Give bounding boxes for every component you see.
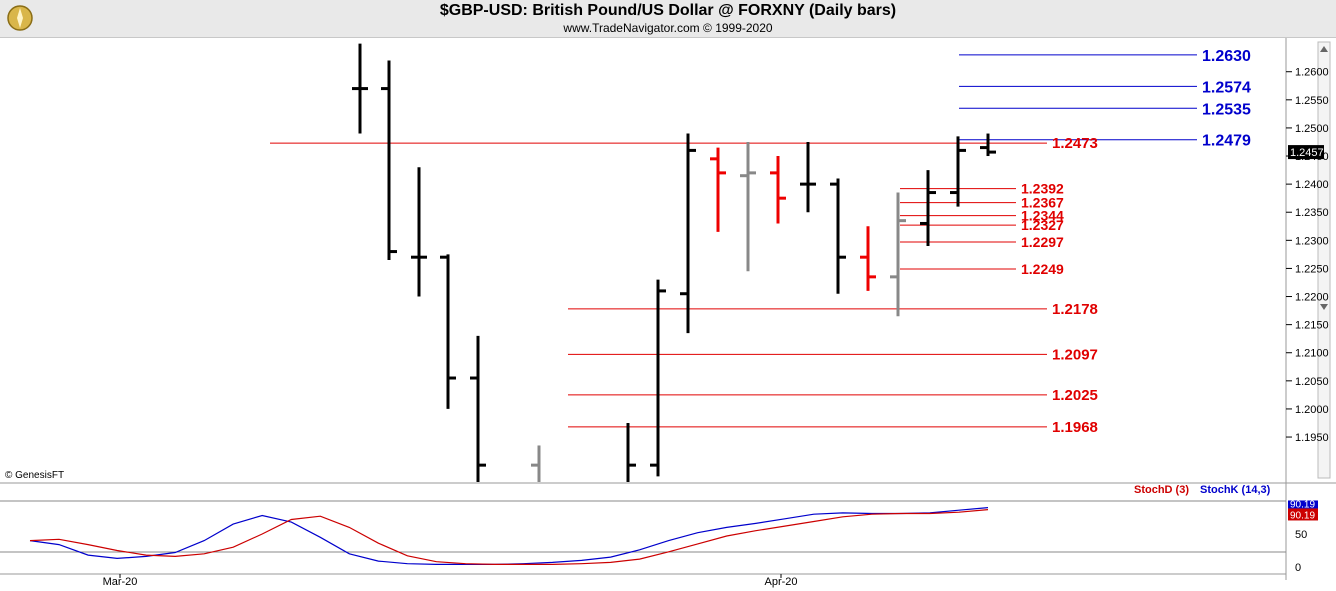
ohlc-bar	[650, 279, 666, 477]
price-panel	[0, 38, 1336, 580]
price-tick-label: 1.2050	[1295, 376, 1329, 388]
ohlc-bar	[920, 170, 936, 246]
last-price-label: 1.2457	[1290, 147, 1324, 159]
ohlc-bar	[890, 192, 906, 317]
support-label: 1.2249	[1021, 261, 1064, 277]
support-label: 1.1968	[1052, 419, 1098, 436]
ohlc-bar	[860, 226, 876, 291]
stochd-last-label: 90.19	[1290, 510, 1315, 521]
price-tick-label: 1.2150	[1295, 320, 1329, 332]
support-label: 1.2473	[1052, 135, 1098, 152]
ohlc-bar	[980, 133, 996, 157]
support-label: 1.2297	[1021, 234, 1064, 250]
ohlc-bar	[830, 178, 846, 294]
date-label: Mar-20	[103, 576, 138, 588]
price-tick-label: 1.2250	[1295, 263, 1329, 275]
resistance-label: 1.2479	[1202, 133, 1251, 150]
support-label: 1.2025	[1052, 387, 1098, 404]
ohlc-bar	[411, 167, 427, 297]
ohlc-bar	[770, 156, 786, 224]
chart-subtitle: www.TradeNavigator.com © 1999-2020	[563, 21, 773, 35]
ohlc-bar	[470, 335, 486, 482]
support-label: 1.2344	[1021, 208, 1064, 224]
ohlc-bar	[710, 147, 726, 232]
resistance-label: 1.2574	[1202, 79, 1251, 96]
ohlc-bar	[440, 254, 456, 409]
ohlc-bar	[381, 60, 397, 260]
title-bar: $GBP-USD: British Pound/US Dollar @ FORX…	[0, 0, 1336, 38]
copyright-label: © GenesisFT	[5, 470, 64, 481]
ohlc-bar	[531, 445, 541, 482]
support-label: 1.2327	[1021, 217, 1064, 233]
stochk-last-box	[1288, 500, 1318, 509]
stochd-line	[29, 509, 989, 566]
ohlc-bar	[626, 422, 636, 482]
ohlc-bars	[352, 43, 996, 482]
stochk-last-label: 90.19	[1290, 499, 1315, 510]
resistance-label: 1.2630	[1202, 48, 1251, 65]
price-tick-label: 1.2200	[1295, 292, 1329, 304]
last-price-box	[1288, 145, 1324, 160]
price-tick-label: 1.2400	[1295, 179, 1329, 191]
date-label: Apr-20	[764, 576, 797, 588]
legend-stochd: StochD (3)	[1134, 484, 1189, 496]
ohlc-bar	[352, 43, 368, 134]
price-panel-bg	[0, 38, 1336, 482]
price-tick-label: 1.2100	[1295, 348, 1329, 360]
ohlc-bar	[740, 141, 756, 272]
scroll-down-icon	[1320, 304, 1328, 310]
price-tick-label: 1.1950	[1295, 432, 1329, 444]
resistance-label: 1.2535	[1202, 101, 1251, 118]
stochd-last-box	[1288, 508, 1318, 521]
support-label: 1.2097	[1052, 346, 1098, 363]
price-tick-label: 1.2500	[1295, 123, 1329, 135]
ohlc-bar	[680, 133, 696, 334]
ohlc-bar	[950, 136, 966, 207]
stoch-tick-label: 50	[1295, 529, 1307, 541]
chart-title: $GBP-USD: British Pound/US Dollar @ FORX…	[439, 2, 897, 19]
price-tick-label: 1.2000	[1295, 404, 1329, 416]
price-tick-label: 1.2350	[1295, 207, 1329, 219]
price-axis: 1.26001.25501.25001.24501.24001.23501.23…	[1286, 67, 1329, 444]
ohlc-bar	[800, 141, 816, 213]
legend-stochk: StochK (14,3)	[1200, 484, 1271, 496]
price-tick-label: 1.2550	[1295, 95, 1329, 107]
stoch-tick-label: 0	[1295, 562, 1301, 574]
trade-navigator-logo-icon	[7, 5, 33, 31]
support-label: 1.2367	[1021, 195, 1064, 211]
support-label: 1.2392	[1021, 181, 1064, 197]
price-tick-label: 1.2300	[1295, 235, 1329, 247]
price-tick-label: 1.2600	[1295, 67, 1329, 79]
scroll-up-icon	[1320, 46, 1328, 52]
support-label: 1.2178	[1052, 301, 1098, 318]
